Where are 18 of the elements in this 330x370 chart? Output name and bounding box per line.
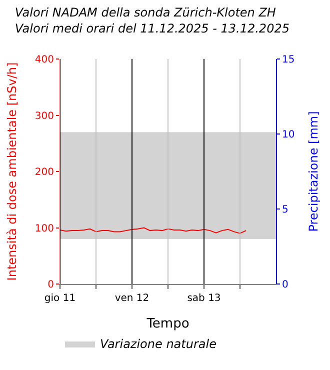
y-tick-label: 100 <box>34 223 54 234</box>
y-tick-label: 400 <box>34 54 54 66</box>
y-tick-label: 300 <box>34 110 54 122</box>
x-tick-label: sab 13 <box>187 293 221 304</box>
x-tick-label: ven 12 <box>114 293 150 304</box>
y-tick-label: 200 <box>34 167 54 178</box>
y-axis-title: Intensità di dose ambientale [nSv/h] <box>5 62 20 281</box>
chart-subtitle: Valori medi orari del 11.12.2025 - 13.12.2025 <box>14 21 290 36</box>
x-axis-title: Tempo <box>146 316 190 332</box>
y2-axis-title: Precipitazione [mm] <box>306 111 321 232</box>
y-tick-label: 0 <box>48 280 54 290</box>
chart-title: Valori NADAM della sonda Zürich-Kloten ZH <box>14 6 276 20</box>
y2-tick-label: 5 <box>282 204 288 216</box>
x-tick-label: gio 11 <box>44 293 76 304</box>
y2-tick-label: 15 <box>282 54 295 66</box>
legend-label: Variazione naturale <box>100 337 216 352</box>
y2-tick-label: 10 <box>282 130 295 140</box>
y2-tick-label: 0 <box>282 280 288 290</box>
